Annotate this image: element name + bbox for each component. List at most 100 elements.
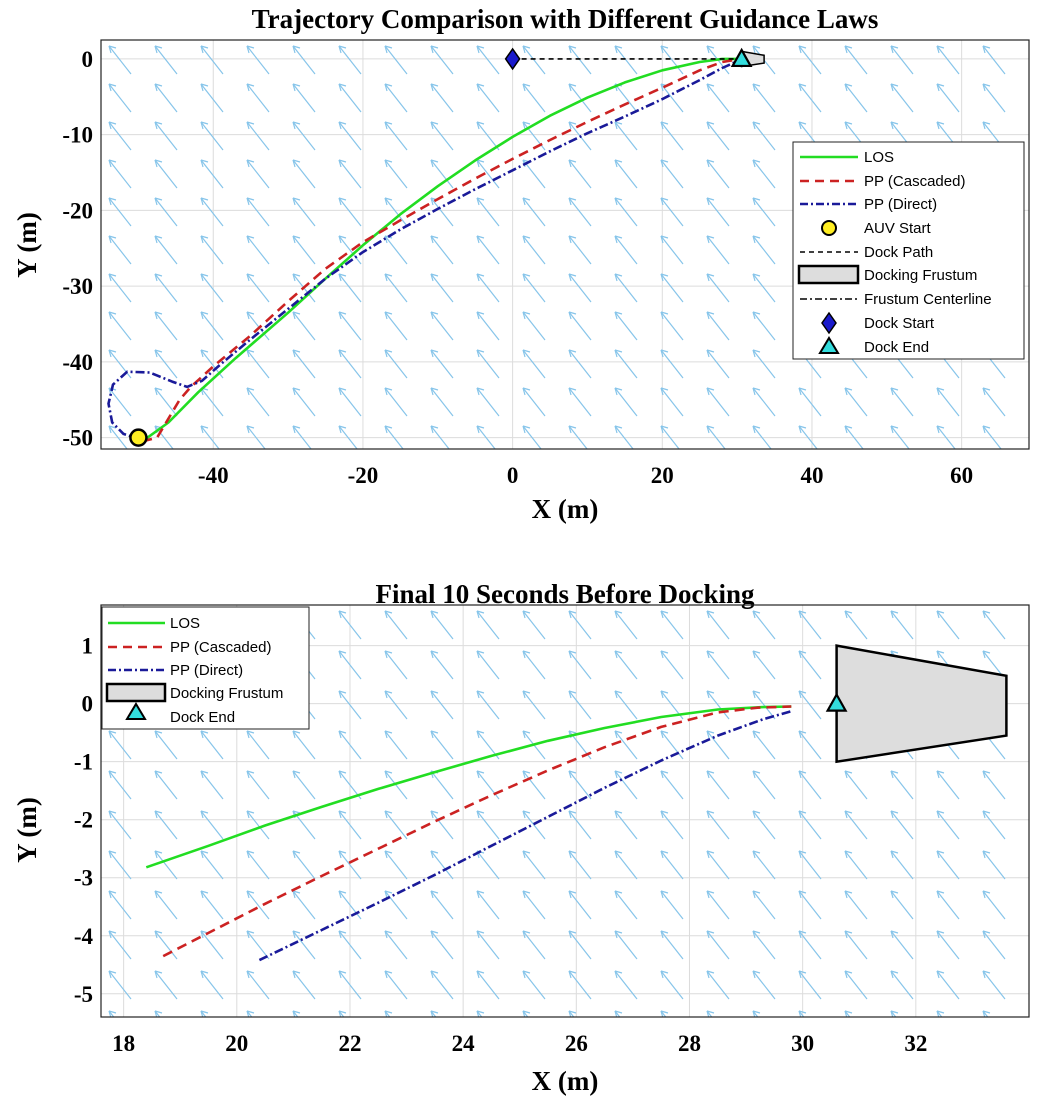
current-arrow — [614, 425, 634, 449]
current-arrow — [522, 1010, 531, 1017]
y-tick-label: 0 — [82, 692, 94, 717]
trajectory-chart: Trajectory Comparison with Different Gui… — [12, 4, 1030, 524]
current-arrow — [246, 235, 270, 265]
current-arrow — [568, 45, 592, 75]
y-tick-label: -40 — [62, 350, 93, 375]
current-arrow — [614, 387, 638, 417]
current-arrow — [476, 83, 500, 113]
current-arrow — [936, 850, 960, 880]
current-arrow — [476, 690, 500, 720]
y-axis-label: Y (m) — [12, 797, 42, 863]
x-tick-label: 30 — [791, 1031, 814, 1056]
current-arrow — [660, 890, 684, 920]
current-arrow — [752, 425, 772, 449]
current-arrow — [246, 850, 270, 880]
legend-item-los: LOS — [800, 149, 894, 166]
series-line-pp-cascaded — [141, 58, 736, 443]
x-tick-label: 22 — [338, 1031, 361, 1056]
current-arrow — [982, 930, 1006, 960]
current-arrow — [108, 890, 132, 920]
current-arrow — [660, 159, 684, 189]
current-arrow — [752, 121, 776, 151]
current-arrow — [614, 650, 638, 680]
current-arrow — [752, 349, 776, 379]
current-arrow — [476, 810, 500, 840]
current-arrow — [200, 45, 224, 75]
current-arrow — [660, 349, 684, 379]
current-arrow — [752, 159, 776, 189]
current-arrow — [798, 770, 822, 800]
current-arrow — [798, 387, 822, 417]
current-arrow — [982, 83, 1006, 113]
current-arrow — [568, 690, 592, 720]
current-arrow — [246, 273, 270, 303]
current-arrow — [706, 1010, 715, 1017]
current-arrow — [752, 311, 776, 341]
current-arrow — [798, 425, 818, 449]
current-arrow — [108, 730, 132, 760]
current-arrow — [614, 730, 638, 760]
current-arrow — [246, 425, 266, 449]
current-arrow — [200, 159, 224, 189]
legend-item-docking-frustum: Docking Frustum — [797, 264, 977, 285]
current-arrow — [108, 45, 132, 75]
current-arrow — [568, 970, 592, 1000]
current-arrow — [108, 970, 132, 1000]
current-arrow — [752, 273, 776, 303]
current-arrow — [706, 730, 730, 760]
current-arrow — [614, 970, 638, 1000]
markers — [825, 692, 848, 712]
current-arrow — [568, 83, 592, 113]
current-arrow — [844, 810, 868, 840]
current-arrow — [522, 770, 546, 800]
current-arrow — [384, 235, 408, 265]
current-arrow — [384, 690, 408, 720]
current-arrow — [476, 235, 500, 265]
legend-item-pp-cascaded: PP (Cascaded) — [800, 173, 965, 190]
chart-title: Trajectory Comparison with Different Gui… — [252, 4, 879, 34]
current-arrow — [338, 810, 362, 840]
current-arrow — [706, 197, 730, 227]
current-arrow — [200, 1010, 209, 1017]
svg-text:LOS: LOS — [170, 615, 200, 632]
current-arrow — [614, 349, 638, 379]
current-arrow — [522, 425, 542, 449]
current-arrow — [384, 730, 408, 760]
x-axis-label: X (m) — [532, 494, 599, 524]
current-arrow — [982, 970, 1006, 1000]
current-arrow — [752, 930, 776, 960]
current-arrow — [752, 235, 776, 265]
current-arrow — [660, 235, 684, 265]
current-arrow — [154, 850, 178, 880]
x-tick-label: 28 — [678, 1031, 701, 1056]
series-line-pp-cascaded — [162, 705, 792, 958]
current-arrow — [108, 273, 132, 303]
current-arrow — [614, 810, 638, 840]
dock-start-marker — [504, 47, 521, 71]
current-arrow — [246, 810, 270, 840]
current-arrow — [844, 930, 868, 960]
current-arrow — [798, 83, 822, 113]
current-arrow — [292, 197, 316, 227]
current-arrow — [338, 425, 358, 449]
series-line-pp-direct — [258, 709, 792, 962]
current-arrow — [430, 425, 450, 449]
current-arrow — [706, 890, 730, 920]
current-arrow — [338, 730, 362, 760]
current-arrow — [752, 890, 776, 920]
current-arrow — [752, 690, 776, 720]
current-arrow — [246, 387, 270, 417]
current-arrow — [844, 83, 868, 113]
y-axis-label: Y (m) — [12, 212, 42, 278]
current-arrow — [384, 387, 408, 417]
current-arrow — [522, 970, 546, 1000]
current-arrow — [108, 159, 132, 189]
current-arrow — [154, 810, 178, 840]
current-arrow — [108, 83, 132, 113]
current-arrow — [798, 850, 822, 880]
current-arrow — [292, 1010, 301, 1017]
y-tick-label: -1 — [74, 750, 93, 775]
x-tick-label: -20 — [348, 463, 379, 488]
current-arrow — [292, 425, 312, 449]
